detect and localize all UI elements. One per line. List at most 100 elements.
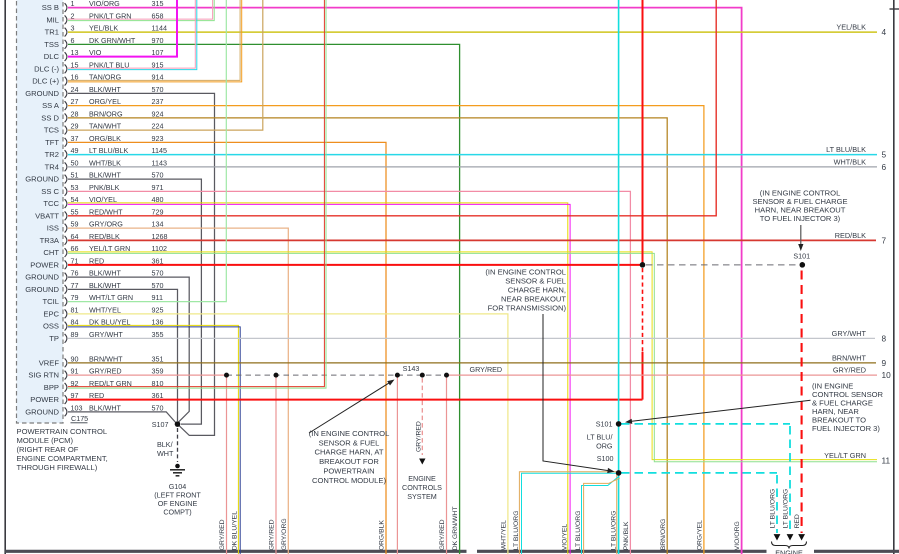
svg-text:DLC (-): DLC (-) <box>34 64 59 73</box>
svg-text:PNK/LT BLU: PNK/LT BLU <box>89 60 129 69</box>
svg-text:6: 6 <box>882 162 887 172</box>
svg-text:SIG RTN: SIG RTN <box>28 371 59 380</box>
svg-text:WHT/YEL: WHT/YEL <box>89 305 121 314</box>
svg-text:10: 10 <box>882 370 892 380</box>
svg-text:1268: 1268 <box>152 232 168 241</box>
svg-text:1144: 1144 <box>152 24 167 33</box>
svg-text:(RIGHT REAR OF: (RIGHT REAR OF <box>17 445 79 454</box>
svg-text:(IN ENGINE CONTROL: (IN ENGINE CONTROL <box>485 268 566 277</box>
svg-text:VIO: VIO <box>89 48 102 57</box>
svg-text:570: 570 <box>152 269 164 278</box>
svg-text:FOR TRANSMISSION): FOR TRANSMISSION) <box>488 304 567 313</box>
svg-text:361: 361 <box>152 391 164 400</box>
svg-text:9: 9 <box>882 358 887 368</box>
svg-text:VIO/YEL: VIO/YEL <box>89 195 117 204</box>
svg-text:7: 7 <box>882 235 887 245</box>
svg-text:LT BLU/ORG: LT BLU/ORG <box>610 511 617 551</box>
svg-text:SENSOR & FUEL: SENSOR & FUEL <box>505 277 566 286</box>
svg-text:11: 11 <box>882 456 891 466</box>
svg-text:97: 97 <box>71 391 79 400</box>
svg-text:84: 84 <box>71 318 79 327</box>
svg-text:S101: S101 <box>596 420 613 429</box>
svg-text:TO FUEL INJECTOR 3): TO FUEL INJECTOR 3) <box>760 214 841 223</box>
svg-text:4: 4 <box>882 27 887 37</box>
svg-text:ENGINE: ENGINE <box>408 474 436 483</box>
svg-text:OSS: OSS <box>43 322 59 331</box>
svg-text:BRN/ORG: BRN/ORG <box>660 519 667 551</box>
svg-text:PNK/BLK: PNK/BLK <box>623 521 630 550</box>
svg-text:359: 359 <box>152 367 164 376</box>
svg-text:GRY/RED: GRY/RED <box>833 366 866 375</box>
svg-text:BLK/WHT: BLK/WHT <box>89 171 122 180</box>
svg-text:90: 90 <box>71 354 79 363</box>
svg-text:BRN/WHT: BRN/WHT <box>832 353 867 362</box>
svg-text:5: 5 <box>882 150 887 160</box>
svg-text:EPC: EPC <box>43 309 59 318</box>
svg-text:GRY/RED: GRY/RED <box>415 421 422 452</box>
svg-text:29: 29 <box>71 122 79 131</box>
svg-text:S107: S107 <box>152 420 169 429</box>
svg-text:TFT: TFT <box>45 138 59 147</box>
svg-text:480: 480 <box>152 195 164 204</box>
svg-text:915: 915 <box>152 60 164 69</box>
svg-text:134: 134 <box>152 220 164 229</box>
svg-text:GRY/RED: GRY/RED <box>470 365 503 374</box>
svg-text:HARN, NEAR: HARN, NEAR <box>812 407 859 416</box>
svg-text:BREAKOUT FOR: BREAKOUT FOR <box>319 457 379 466</box>
svg-text:107: 107 <box>152 48 164 57</box>
svg-text:81: 81 <box>71 305 79 314</box>
svg-text:6: 6 <box>71 36 75 45</box>
svg-text:TSS: TSS <box>44 40 59 49</box>
svg-text:FUEL INJECTOR 3): FUEL INJECTOR 3) <box>812 424 880 433</box>
svg-text:RED/BLK: RED/BLK <box>89 232 120 241</box>
svg-text:LT BLU/BLK: LT BLU/BLK <box>826 145 866 154</box>
svg-text:SS C: SS C <box>41 187 59 196</box>
svg-text:BLK/: BLK/ <box>157 440 173 449</box>
svg-text:8: 8 <box>882 333 887 343</box>
svg-text:C175: C175 <box>71 414 88 423</box>
svg-text:BLK/WHT: BLK/WHT <box>89 85 122 94</box>
svg-text:91: 91 <box>71 367 79 376</box>
svg-text:TR3A: TR3A <box>40 236 60 245</box>
svg-text:ORG/YEL: ORG/YEL <box>697 520 704 550</box>
svg-text:570: 570 <box>152 85 164 94</box>
svg-text:CHARGE HARN, AT: CHARGE HARN, AT <box>314 448 383 457</box>
svg-text:351: 351 <box>152 354 164 363</box>
svg-text:VIO/ORG: VIO/ORG <box>734 521 741 550</box>
svg-text:64: 64 <box>71 232 79 241</box>
svg-text:(IN ENGINE CONTROL: (IN ENGINE CONTROL <box>760 189 841 198</box>
svg-text:TR4: TR4 <box>45 162 59 171</box>
svg-text:GRY/WHT: GRY/WHT <box>89 330 123 339</box>
svg-text:89: 89 <box>71 330 79 339</box>
svg-text:GROUND: GROUND <box>25 407 59 416</box>
svg-text:SS B: SS B <box>42 3 59 12</box>
svg-text:MIL: MIL <box>46 15 59 24</box>
svg-text:LT BLU/BLK: LT BLU/BLK <box>89 146 128 155</box>
svg-text:ORG: ORG <box>596 442 613 451</box>
svg-text:SYSTEM: SYSTEM <box>407 492 437 501</box>
svg-text:RED: RED <box>89 391 104 400</box>
svg-text:WHT/LT GRN: WHT/LT GRN <box>89 293 133 302</box>
svg-text:570: 570 <box>152 403 164 412</box>
svg-text:DLC (+): DLC (+) <box>32 77 59 86</box>
svg-text:66: 66 <box>71 244 79 253</box>
svg-text:TCIL: TCIL <box>43 297 59 306</box>
svg-text:27: 27 <box>71 97 79 106</box>
svg-text:RED: RED <box>89 256 104 265</box>
svg-text:TR1: TR1 <box>45 28 59 37</box>
svg-text:CHARGE HARN,: CHARGE HARN, <box>508 286 566 295</box>
svg-text:51: 51 <box>71 171 79 180</box>
svg-text:GRY/RED: GRY/RED <box>269 519 276 550</box>
svg-text:SENSOR & FUEL: SENSOR & FUEL <box>319 438 380 447</box>
svg-text:PNK/LT GRN: PNK/LT GRN <box>89 11 131 20</box>
svg-text:BLK/WHT: BLK/WHT <box>89 281 122 290</box>
svg-text:DLC: DLC <box>44 52 60 61</box>
svg-text:POWERTRAIN CONTROL: POWERTRAIN CONTROL <box>17 427 108 436</box>
svg-text:13: 13 <box>71 48 79 57</box>
svg-text:237: 237 <box>152 97 164 106</box>
svg-text:1143: 1143 <box>152 158 167 167</box>
svg-text:GRY/WHT: GRY/WHT <box>832 329 867 338</box>
svg-text:15: 15 <box>71 60 79 69</box>
svg-text:COMPT): COMPT) <box>163 508 191 517</box>
svg-text:1: 1 <box>71 0 75 8</box>
